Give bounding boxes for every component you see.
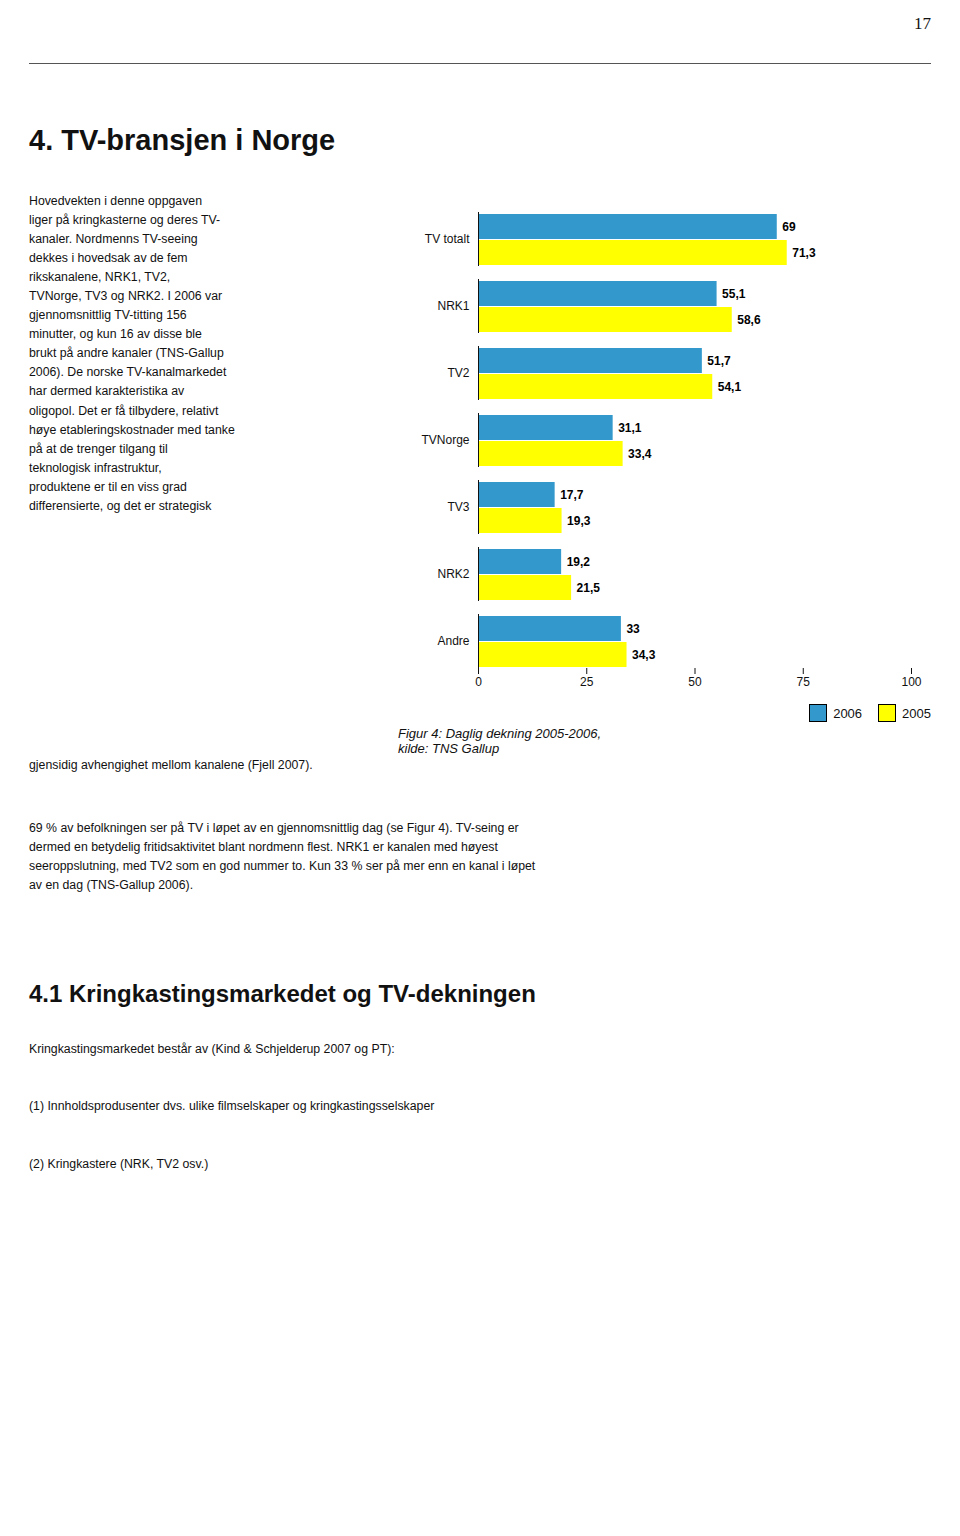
html-text:(2) Kringkastere (NRK, TV2 osv: (2) Kringkastere (NRK, TV2 osv.) [29,1157,209,1171]
svg-text:33: 33 [626,622,640,636]
html-text:Figur 4: Daglig dekning 2005-2: Figur 4: Daglig dekning 2005-2006, kilde… [398,726,602,756]
svg-text:TV2: TV2 [447,366,469,380]
svg-text:55,1: 55,1 [722,287,746,301]
html-text:17: 17 [914,14,931,33]
svg-text:51,7: 51,7 [707,354,731,368]
svg-text:TV totalt: TV totalt [425,232,470,246]
svg-text:19,2: 19,2 [567,555,591,569]
svg-text:33,4: 33,4 [628,447,652,461]
svg-text:54,1: 54,1 [718,380,742,394]
svg-text:31,1: 31,1 [618,421,642,435]
svg-text:25: 25 [580,675,594,689]
svg-text:19,3: 19,3 [567,514,591,528]
svg-text:TVNorge: TVNorge [421,433,469,447]
svg-text:Andre: Andre [437,634,469,648]
svg-text:100: 100 [901,675,921,689]
html-text:4.1 Kringkastingsmarkedet og T: 4.1 Kringkastingsmarkedet og TV-dekninge… [29,980,536,1007]
svg-text:75: 75 [797,675,811,689]
svg-text:0: 0 [475,675,482,689]
html-text:4. TV-bransjen i Norge: 4. TV-bransjen i Norge [29,124,336,156]
svg-text:21,5: 21,5 [577,581,601,595]
html-text:Kringkastingsmarkedet består a: Kringkastingsmarkedet består av (Kind & … [29,1042,395,1056]
html-text:2006: 2006 [833,705,863,721]
html-text:Hovedvekten i denne oppgaven l: Hovedvekten i denne oppgaven liger på kr… [29,194,235,513]
svg-text:34,3: 34,3 [632,648,656,662]
svg-text:58,6: 58,6 [737,313,761,327]
svg-text:17,7: 17,7 [560,488,584,502]
svg-text:NRK2: NRK2 [437,567,469,581]
svg-text:NRK1: NRK1 [437,299,469,313]
svg-text:71,3: 71,3 [792,246,816,260]
svg-text:69: 69 [782,220,796,234]
html-text:2005: 2005 [902,705,931,721]
html-text:69 % av befolkningen ser på TV: 69 % av befolkningen ser på TV i løpet a… [29,821,536,893]
html-text:(1) Innholdsprodusenter dvs. u: (1) Innholdsprodusenter dvs. ulike films… [29,1099,435,1113]
svg-text:50: 50 [688,675,702,689]
html-text:gjensidig avhengighet mellom k: gjensidig avhengighet mellom kanalene (F… [29,758,313,772]
svg-text:TV3: TV3 [447,500,469,514]
